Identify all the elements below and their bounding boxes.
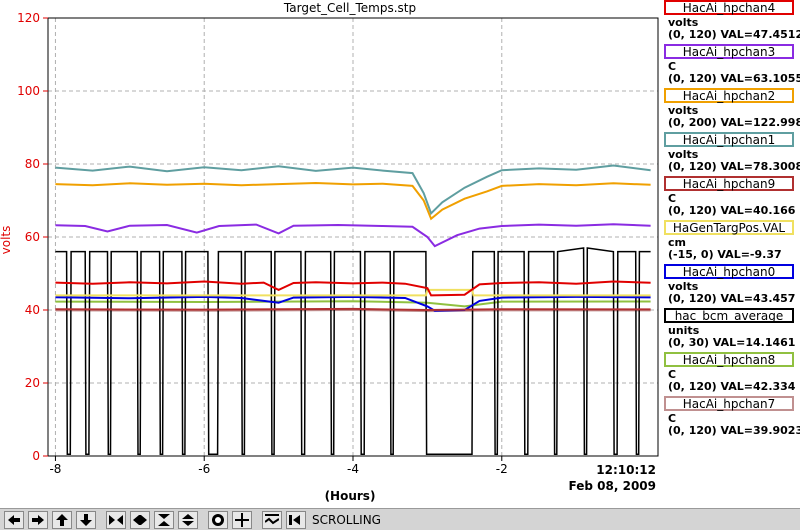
legend-entry[interactable]: HacAi_hpchan2 volts (0, 200) VAL=122.998 <box>662 88 800 132</box>
chart-area: -8 -6 -4 -2 0 20 40 60 80 100 120 Target_Cell_Temp… <box>0 1 659 503</box>
y-tick-label: 120 <box>17 11 40 25</box>
expand-vertical-button[interactable] <box>178 510 198 529</box>
legend-series-name[interactable]: HaGenTargPos.VAL <box>664 220 794 235</box>
jump-to-end-icon <box>289 514 300 525</box>
chart-title: Target_Cell_Temps.stp <box>283 1 416 15</box>
legend-units: volts <box>668 280 699 293</box>
legend-units: cm <box>668 236 686 249</box>
x-tick-label: -8 <box>49 462 61 476</box>
legend-series-name[interactable]: HacAi_hpchan7 <box>664 396 794 411</box>
legend-series-name[interactable]: HacAi_hpchan1 <box>664 132 794 147</box>
compress-vertical-button[interactable] <box>154 510 174 529</box>
compress-horizontal-icon <box>109 514 123 525</box>
scrolling-status: SCROLLING <box>312 512 381 527</box>
record-button[interactable] <box>208 510 228 529</box>
y-tick-label: 0 <box>32 449 40 463</box>
legend-units: C <box>668 60 677 73</box>
arrow-right-icon <box>32 514 44 525</box>
legend-entry[interactable]: HaGenTargPos.VAL cm (-15, 0) VAL=-9.37 <box>662 220 800 264</box>
legend-range-value: (0, 30) VAL=14.1461 <box>668 336 796 349</box>
legend-entry[interactable]: hac_bcm_average units (0, 30) VAL=14.1461 <box>662 308 800 352</box>
legend-entry[interactable]: HacAi_hpchan9 C (0, 120) VAL=40.166 <box>662 176 800 220</box>
series-line-hac_bcm_average <box>55 247 651 455</box>
jump-to-end-button[interactable] <box>286 510 306 529</box>
legend-range-value: (0, 120) VAL=63.1055 <box>668 72 800 85</box>
grid <box>48 18 658 456</box>
legend-series-name[interactable]: HacAi_hpchan8 <box>664 352 794 367</box>
legend-entry[interactable]: HacAi_hpchan0 volts (0, 120) VAL=43.457 <box>662 264 800 308</box>
x-tick-label: -4 <box>347 462 359 476</box>
series-line-HacAi_hpchan9 <box>55 307 651 312</box>
toolbar: SCROLLING <box>0 508 800 530</box>
y-tick-label: 80 <box>25 157 40 171</box>
legend-series-name[interactable]: HacAi_hpchan4 <box>664 0 794 15</box>
legend: HacAi_hpchan4 volts (0, 120) VAL=47.4512 Ha… <box>662 0 800 508</box>
legend-range-value: (-15, 0) VAL=-9.37 <box>668 248 782 261</box>
series-line-HacAi_hpchan3 <box>55 223 651 248</box>
expand-vertical-icon <box>182 513 194 526</box>
compress-horizontal-button[interactable] <box>106 510 126 529</box>
series-line-HacAi_hpchan0 <box>55 295 651 312</box>
y-tick-label: 100 <box>17 84 40 98</box>
legend-units: volts <box>668 148 699 161</box>
legend-range-value: (0, 120) VAL=47.4512 <box>668 28 800 41</box>
scroll-left-button[interactable] <box>4 510 24 529</box>
arrow-down-icon <box>80 513 92 526</box>
legend-units: volts <box>668 16 699 29</box>
legend-range-value: (0, 120) VAL=40.166 <box>668 204 796 217</box>
series-line-HacAi_hpchan2 <box>55 181 651 221</box>
arrow-up-icon <box>56 513 68 526</box>
compress-vertical-icon <box>158 513 170 526</box>
legend-entry[interactable]: HacAi_hpchan4 volts (0, 120) VAL=47.4512 <box>662 0 800 44</box>
autoscale-icon <box>265 513 279 524</box>
arrow-left-icon <box>8 514 20 525</box>
legend-series-name[interactable]: HacAi_hpchan0 <box>664 264 794 279</box>
x-axis-label: (Hours) <box>325 489 376 503</box>
y-tick-label: 40 <box>25 303 40 317</box>
x-tick-label: -2 <box>496 462 508 476</box>
legend-entry[interactable]: HacAi_hpchan1 volts (0, 120) VAL=78.3008 <box>662 132 800 176</box>
crosshair-button[interactable] <box>232 510 252 529</box>
legend-entry[interactable]: HacAi_hpchan8 C (0, 120) VAL=42.334 <box>662 352 800 396</box>
axes: -8 -6 -4 -2 0 20 40 60 80 100 120 <box>17 11 508 476</box>
legend-entry[interactable]: HacAi_hpchan7 C (0, 120) VAL=39.9023 <box>662 396 800 440</box>
scroll-up-button[interactable] <box>52 510 72 529</box>
x-tick-label: -6 <box>198 462 210 476</box>
legend-range-value: (0, 120) VAL=42.334 <box>668 380 796 393</box>
legend-units: units <box>668 324 700 337</box>
y-tick-label: 60 <box>25 230 40 244</box>
y-axis-label: volts <box>0 226 13 255</box>
autoscale-button[interactable] <box>262 510 282 529</box>
scroll-down-button[interactable] <box>76 510 96 529</box>
date-label: Feb 08, 2009 <box>569 479 656 493</box>
legend-range-value: (0, 200) VAL=122.998 <box>668 116 800 129</box>
series-line-HacAi_hpchan4 <box>55 280 651 297</box>
legend-range-value: (0, 120) VAL=43.457 <box>668 292 796 305</box>
legend-series-name[interactable]: HacAi_hpchan2 <box>664 88 794 103</box>
scroll-right-button[interactable] <box>28 510 48 529</box>
legend-units: C <box>668 412 677 425</box>
strip-chart: -8 -6 -4 -2 0 20 40 60 80 100 120 Target_Cell_Temp… <box>0 1 659 503</box>
y-tick-label: 20 <box>25 376 40 390</box>
expand-horizontal-button[interactable] <box>130 510 150 529</box>
legend-units: C <box>668 192 677 205</box>
crosshair-icon <box>235 512 249 527</box>
legend-series-name[interactable]: HacAi_hpchan9 <box>664 176 794 191</box>
expand-horizontal-icon <box>133 514 147 525</box>
series-lines <box>55 164 651 455</box>
series-line-HacAi_hpchan1 <box>55 164 651 216</box>
legend-entry[interactable]: HacAi_hpchan3 C (0, 120) VAL=63.1055 <box>662 44 800 88</box>
legend-units: C <box>668 368 677 381</box>
legend-series-name[interactable]: HacAi_hpchan3 <box>664 44 794 59</box>
legend-units: volts <box>668 104 699 117</box>
legend-range-value: (0, 120) VAL=39.9023 <box>668 424 800 437</box>
record-icon <box>212 513 224 526</box>
time-label: 12:10:12 <box>596 463 656 477</box>
legend-series-name[interactable]: hac_bcm_average <box>664 308 794 323</box>
legend-range-value: (0, 120) VAL=78.3008 <box>668 160 800 173</box>
series-line-HacAi_hpchan8 <box>55 300 651 308</box>
